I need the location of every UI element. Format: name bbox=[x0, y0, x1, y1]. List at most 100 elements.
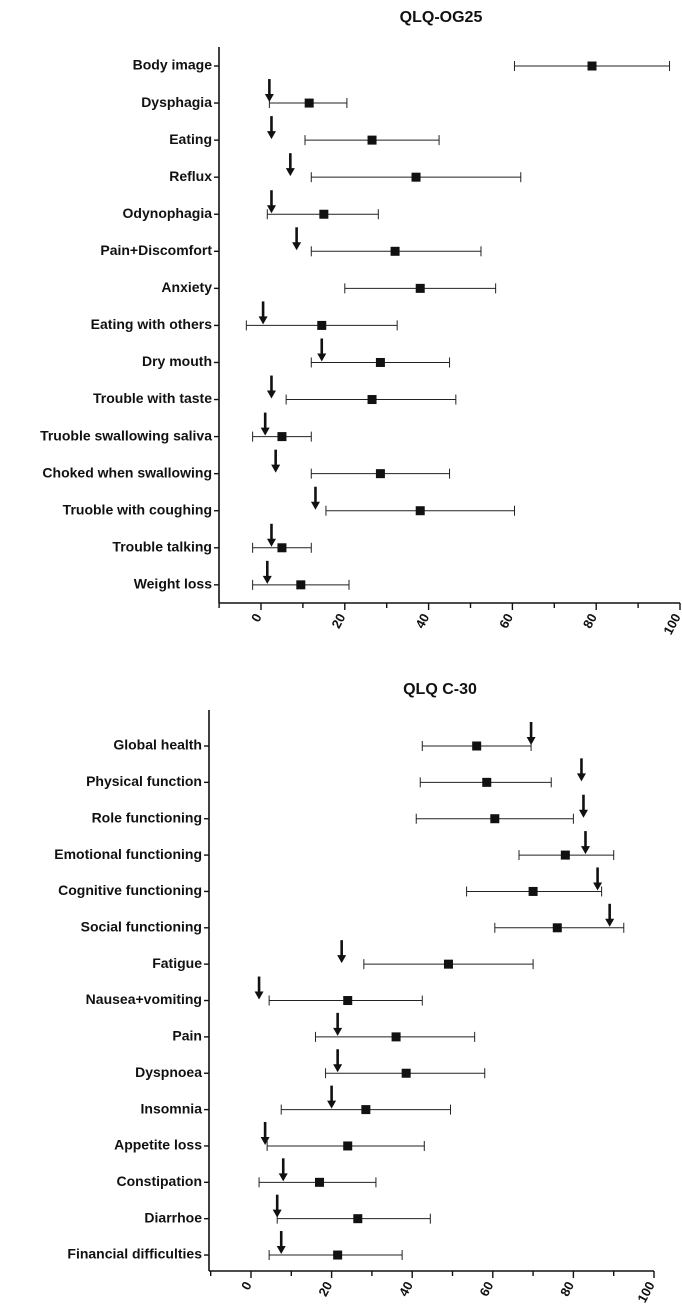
category-label: Trouble with taste bbox=[93, 390, 212, 406]
mean-marker bbox=[304, 98, 314, 108]
reference-arrowhead bbox=[266, 390, 276, 399]
reference-arrowhead bbox=[337, 955, 347, 964]
x-tick-label: 60 bbox=[476, 1279, 496, 1299]
x-tick-label: 20 bbox=[328, 611, 348, 631]
reference-arrowhead bbox=[580, 846, 590, 855]
category-label: Insomnia bbox=[141, 1100, 203, 1116]
mean-marker bbox=[482, 777, 492, 787]
reference-arrowhead bbox=[260, 427, 270, 436]
category-label: Eating with others bbox=[91, 316, 213, 332]
mean-marker bbox=[277, 543, 287, 553]
reference-arrowhead bbox=[260, 1136, 270, 1145]
mean-marker bbox=[353, 1214, 363, 1224]
chart-title: QLQ-OG25 bbox=[400, 9, 483, 26]
mean-marker bbox=[390, 246, 400, 256]
category-label: Pain bbox=[172, 1028, 202, 1044]
category-label: Global health bbox=[113, 737, 202, 753]
reference-arrowhead bbox=[264, 94, 274, 103]
mean-marker bbox=[277, 432, 287, 442]
x-tick-label: 60 bbox=[496, 611, 516, 631]
reference-arrowhead bbox=[333, 1064, 343, 1073]
reference-arrowhead bbox=[278, 1173, 288, 1182]
category-label: Weight loss bbox=[134, 576, 213, 592]
reference-arrowhead bbox=[276, 1246, 286, 1255]
x-tick-label: 0 bbox=[238, 1279, 255, 1292]
category-label: Physical function bbox=[86, 773, 202, 789]
reference-arrowhead bbox=[254, 991, 264, 1000]
reference-arrowhead bbox=[333, 1027, 343, 1036]
x-tick-label: 20 bbox=[315, 1279, 335, 1299]
mean-marker bbox=[391, 1032, 401, 1042]
category-label: Social functioning bbox=[81, 919, 202, 935]
category-label: Odynophagia bbox=[123, 205, 213, 221]
reference-arrowhead bbox=[605, 918, 615, 927]
chart-title: QLQ C-30 bbox=[403, 681, 477, 698]
reference-arrowhead bbox=[285, 168, 295, 177]
reference-arrowhead bbox=[271, 464, 281, 473]
mean-marker bbox=[343, 996, 353, 1006]
reference-arrowhead bbox=[272, 1209, 282, 1218]
category-label: Eating bbox=[169, 131, 212, 147]
x-tick-label: 40 bbox=[412, 611, 432, 631]
category-label: Body image bbox=[133, 57, 213, 73]
reference-arrowhead bbox=[266, 205, 276, 214]
category-label: Appetite loss bbox=[114, 1137, 202, 1153]
mean-marker bbox=[415, 506, 425, 516]
category-label: Dry mouth bbox=[142, 353, 212, 369]
category-label: Anxiety bbox=[161, 279, 212, 295]
reference-arrowhead bbox=[258, 316, 268, 325]
x-tick-label: 80 bbox=[580, 611, 600, 631]
category-label: Pain+Discomfort bbox=[100, 242, 212, 258]
chart-2: QLQ C-30 0 20 40 60 80 100 Global health Physica… bbox=[54, 681, 657, 1305]
mean-marker bbox=[375, 357, 385, 367]
mean-marker bbox=[343, 1141, 353, 1151]
reference-arrowhead bbox=[292, 242, 302, 251]
reference-arrowhead bbox=[266, 131, 276, 140]
category-label: Financial difficulties bbox=[67, 1246, 202, 1262]
reference-arrowhead bbox=[576, 773, 586, 782]
reference-arrowhead bbox=[262, 575, 272, 584]
category-label: Truoble with coughing bbox=[63, 501, 212, 517]
mean-marker bbox=[552, 923, 562, 933]
category-label: Dyspnoea bbox=[135, 1064, 202, 1080]
mean-marker bbox=[490, 814, 500, 824]
category-label: Reflux bbox=[169, 168, 212, 184]
mean-marker bbox=[367, 135, 377, 145]
mean-marker bbox=[587, 61, 597, 71]
mean-marker bbox=[415, 283, 425, 293]
chart-1: QLQ-OG25 0 20 40 60 80 100 Body image Dysphagia E… bbox=[40, 9, 682, 637]
mean-marker bbox=[333, 1250, 343, 1260]
reference-arrowhead bbox=[578, 809, 588, 818]
mean-marker bbox=[319, 209, 329, 219]
mean-marker bbox=[296, 580, 306, 590]
mean-marker bbox=[375, 469, 385, 479]
mean-marker bbox=[411, 172, 421, 182]
mean-marker bbox=[560, 850, 570, 860]
reference-arrowhead bbox=[526, 737, 536, 745]
x-tick-label: 0 bbox=[248, 611, 265, 624]
category-label: Emotional functioning bbox=[54, 846, 202, 862]
mean-marker bbox=[367, 395, 377, 405]
x-tick-label: 40 bbox=[396, 1279, 416, 1299]
mean-marker bbox=[443, 959, 453, 969]
reference-arrowhead bbox=[317, 353, 327, 362]
mean-marker bbox=[317, 320, 327, 330]
reference-arrowhead bbox=[266, 538, 276, 547]
reference-arrowhead bbox=[327, 1100, 337, 1109]
reference-arrowhead bbox=[310, 501, 320, 510]
category-label: Diarrhoe bbox=[144, 1209, 202, 1225]
category-label: Constipation bbox=[116, 1173, 202, 1189]
mean-marker bbox=[401, 1068, 411, 1078]
category-label: Truoble swallowing saliva bbox=[40, 427, 212, 443]
x-tick-label: 80 bbox=[557, 1279, 577, 1299]
category-label: Fatigue bbox=[152, 955, 202, 971]
category-label: Trouble talking bbox=[112, 538, 212, 554]
category-label: Role functioning bbox=[92, 809, 202, 825]
category-label: Choked when swallowing bbox=[42, 464, 212, 480]
x-tick-label: 100 bbox=[660, 611, 682, 637]
mean-marker bbox=[472, 741, 482, 751]
category-label: Dysphagia bbox=[141, 94, 212, 110]
category-label: Nausea+vomiting bbox=[86, 991, 202, 1007]
mean-marker bbox=[361, 1105, 371, 1115]
